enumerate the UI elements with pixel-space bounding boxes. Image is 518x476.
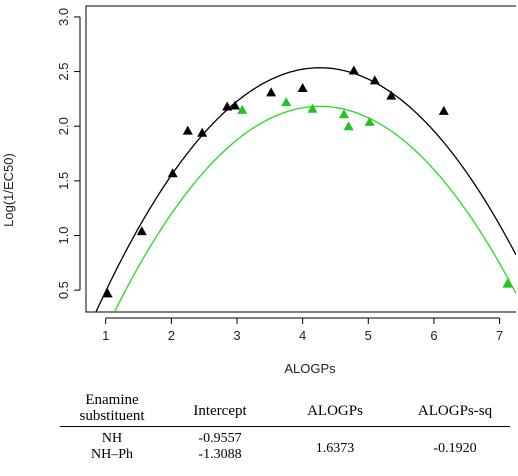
row-intercept-nh-ph: -1.3088 [198, 447, 242, 462]
data-point [343, 121, 354, 131]
data-point [348, 65, 359, 75]
row-substituent-nh: NH [101, 431, 123, 446]
shared-alogps-sq: -0.1920 [433, 441, 477, 456]
x-tick-label: 2 [168, 328, 175, 343]
data-point [197, 127, 208, 137]
data-point [339, 109, 349, 119]
plot-frame [85, 5, 516, 313]
data-point [230, 100, 241, 110]
data-points [102, 65, 513, 298]
data-point [237, 104, 248, 114]
y-tick-label: 2.5 [56, 63, 71, 81]
y-tick-label: 0.5 [56, 281, 71, 299]
chart: 1 2 3 4 5 6 7 0.5 1.0 1.5 2.0 2.5 3.0 ALOGPs Log(1/E… [1, 5, 516, 376]
data-point [502, 278, 513, 288]
data-point [136, 226, 147, 236]
fit-curve-0 [95, 67, 516, 312]
x-tick-label: 7 [496, 328, 503, 343]
y-tick-label: 1.5 [56, 172, 71, 190]
x-axis-label: ALOGPs [284, 361, 336, 376]
header-intercept: Intercept [193, 403, 247, 419]
data-point [182, 125, 193, 135]
table-rule [60, 426, 510, 427]
data-point [438, 105, 449, 115]
x-tick-label: 5 [365, 328, 372, 343]
data-point [266, 87, 277, 97]
data-point [222, 101, 233, 111]
data-point [369, 75, 380, 85]
x-tick-label: 6 [430, 328, 437, 343]
data-point [297, 82, 308, 92]
y-axis-label: Log(1/EC50) [1, 153, 16, 227]
data-point [364, 116, 375, 126]
row-intercept-nh: -0.9557 [198, 431, 242, 446]
y-tick-label: 3.0 [56, 8, 71, 26]
header-alogps: ALOGPs [307, 403, 363, 419]
fit-curve-1 [113, 105, 516, 312]
data-point [386, 90, 397, 100]
row-substituent-nh-ph: NH–Ph [90, 447, 133, 462]
axes: 1 2 3 4 5 6 7 0.5 1.0 1.5 2.0 2.5 3.0 [56, 5, 516, 343]
header-alogps-sq: ALOGPs-sq [417, 403, 493, 419]
x-tick-label: 3 [233, 328, 240, 343]
y-tick-label: 2.0 [56, 117, 71, 135]
data-point [307, 103, 318, 113]
header-substituent: Enamine substituent [79, 392, 145, 424]
data-point [102, 288, 113, 298]
data-point [167, 168, 178, 178]
regression-table: Enamine substituent Intercept ALOGPs ALO… [0, 384, 518, 476]
y-tick-label: 1.0 [56, 226, 71, 244]
x-tick-label: 4 [299, 328, 306, 343]
data-point [281, 97, 292, 107]
fit-curves [95, 67, 516, 312]
shared-alogps: 1.6373 [315, 441, 355, 456]
x-tick-label: 1 [102, 328, 109, 343]
